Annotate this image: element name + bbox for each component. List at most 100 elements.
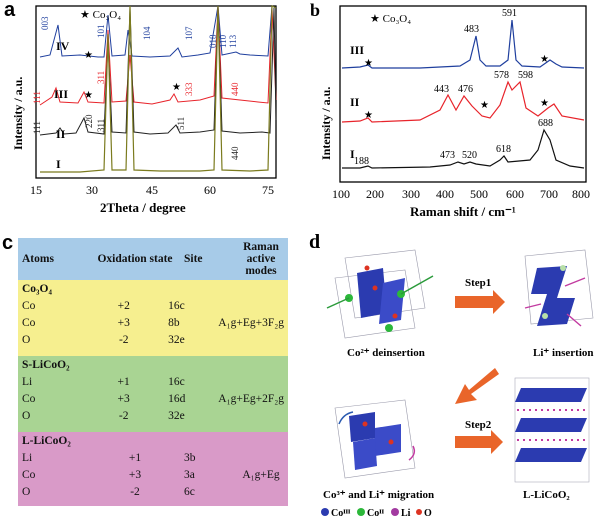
legend-co3o4: ★ Co₃O₄ <box>80 9 121 21</box>
caption-l-licoo2: L-LiCoO₂ <box>523 489 570 501</box>
curve-label-ii: II <box>350 95 360 109</box>
xtick: 800 <box>572 187 590 201</box>
cell: Co <box>22 316 36 329</box>
group-s-licoo2: S-LiCoO₂ Li +1 16c A₁g+Eg+2F₂g Co +3 16d O -2 3… <box>18 356 288 432</box>
star-marker: ★ <box>540 54 549 65</box>
xtick: 300 <box>402 187 420 201</box>
panel-label-a: a <box>4 0 16 21</box>
cell: O <box>22 409 31 422</box>
legend-o: O <box>424 508 432 519</box>
step1-label: Step1 <box>465 277 491 289</box>
peak-ii-440: 440 <box>230 146 240 160</box>
xrd-chart: a IV III II I ★ Co₃O₄ ★ ★ ★ 003 101 104 … <box>4 0 277 215</box>
peak-ii-476: 476 <box>458 84 473 95</box>
cell: -2 <box>118 333 129 346</box>
cell: O <box>22 485 31 498</box>
raman-chart: b ★ Co₃O₄ III II I ★ ★ ★ ★ ★ 483 591 443… <box>310 0 590 219</box>
panel-b: b ★ Co₃O₄ III II I ★ ★ ★ ★ ★ 483 591 443… <box>300 0 600 220</box>
step2-label: Step2 <box>465 419 492 431</box>
raman-modes: A₁g+Eg+3F₂g <box>218 316 284 329</box>
cell: +1 <box>117 375 130 388</box>
step1-arrow <box>455 290 505 314</box>
peak-iv-107: 107 <box>184 26 194 40</box>
peak-iii-591: 591 <box>502 8 517 19</box>
xtick: 500 <box>470 187 488 201</box>
star-marker: ★ <box>540 98 549 109</box>
cell: 3b <box>184 451 196 464</box>
star-marker: ★ <box>84 90 93 101</box>
peak-iv-003: 003 <box>40 16 50 30</box>
xtick: 45 <box>146 183 158 197</box>
header-oxidation: Oxidation state <box>97 253 173 265</box>
structure-l-licoo2 <box>514 377 590 483</box>
legend-coii: Coᴵᴵ <box>367 508 385 519</box>
y-axis-label: Intensity / a.u. <box>11 77 25 150</box>
cell: 6c <box>184 485 195 498</box>
plot-frame <box>35 5 277 179</box>
cell: 16c <box>168 299 185 312</box>
xtick: 200 <box>366 187 384 201</box>
header-raman: Raman active modes <box>243 241 279 277</box>
group-name: Co₃O₄ <box>22 282 52 295</box>
raman-modes: A₁g+Eg <box>242 468 280 481</box>
cell: +1 <box>128 451 142 464</box>
table-header: Atoms Oxidation state Site Raman active … <box>18 238 288 280</box>
panel-label-d: d <box>309 231 320 253</box>
peak-iv-110: 110 <box>218 34 228 48</box>
cell: 16d <box>168 392 186 405</box>
peak-iii-483: 483 <box>464 24 479 35</box>
cell: Co <box>22 299 36 312</box>
plot-frame <box>339 5 587 183</box>
cell: 3a <box>184 468 195 481</box>
cell: +3 <box>128 468 142 481</box>
xtick: 15 <box>30 183 42 197</box>
cell: 32e <box>168 333 185 346</box>
peak-iii-333: 333 <box>184 82 194 96</box>
x-axis-label: 2Theta / degree <box>100 200 186 215</box>
curve-label-iv: IV <box>56 39 70 53</box>
xtick: 100 <box>332 187 350 201</box>
peak-i-520: 520 <box>462 150 477 161</box>
curve-label-iii: III <box>54 87 68 101</box>
curve-iv <box>39 5 277 58</box>
peak-ii-443: 443 <box>434 84 449 95</box>
star-marker: ★ <box>364 110 373 121</box>
peak-ii-511: 511 <box>176 117 186 130</box>
diag-arrow <box>455 368 499 404</box>
peak-i-618: 618 <box>496 144 511 155</box>
xtick: 30 <box>86 183 98 197</box>
cell: Li <box>22 375 33 388</box>
legend-li: Li <box>401 508 411 519</box>
caption-migration: Co³⁺ and Li⁺ migration <box>323 489 434 501</box>
cell: Co <box>22 392 36 405</box>
peak-iii-440: 440 <box>230 82 240 96</box>
legend-coii-dot <box>357 508 365 516</box>
raman-modes: A₁g+Eg+2F₂g <box>218 392 284 405</box>
xtick: 75 <box>262 183 274 197</box>
panel-d: d Co²⁺ deinsertion Step1 Li⁺ insertion C… <box>305 228 600 520</box>
peak-ii-220: 220 <box>84 114 94 128</box>
cell: Co <box>22 468 36 481</box>
legend-o-dot <box>416 509 422 515</box>
legend-coiii: Coᴵᴵᴵ <box>331 508 351 519</box>
step2-arrow <box>455 430 503 454</box>
structure-co3o4 <box>326 249 434 339</box>
curve-ii <box>341 80 585 123</box>
peak-i-188: 188 <box>354 156 369 167</box>
curve-iii <box>39 5 277 106</box>
sites-table: Atoms Oxidation state Site Raman active … <box>18 238 288 506</box>
peak-ii-598: 598 <box>518 70 533 81</box>
peak-iv-104: 104 <box>142 26 152 40</box>
star-marker: ★ <box>480 100 489 111</box>
xtick: 400 <box>436 187 454 201</box>
curve-label-ii: II <box>56 127 66 141</box>
header-atoms: Atoms <box>22 253 54 265</box>
curve-i <box>342 128 585 169</box>
panel-label-c: c <box>2 232 14 254</box>
mechanism-diagram: d Co²⁺ deinsertion Step1 Li⁺ insertion C… <box>309 231 594 519</box>
curve-label-i: I <box>350 147 355 161</box>
peak-iv-101: 101 <box>96 25 106 39</box>
xtick: 600 <box>506 187 524 201</box>
curve-iii <box>341 19 585 69</box>
cell: +3 <box>117 316 130 329</box>
